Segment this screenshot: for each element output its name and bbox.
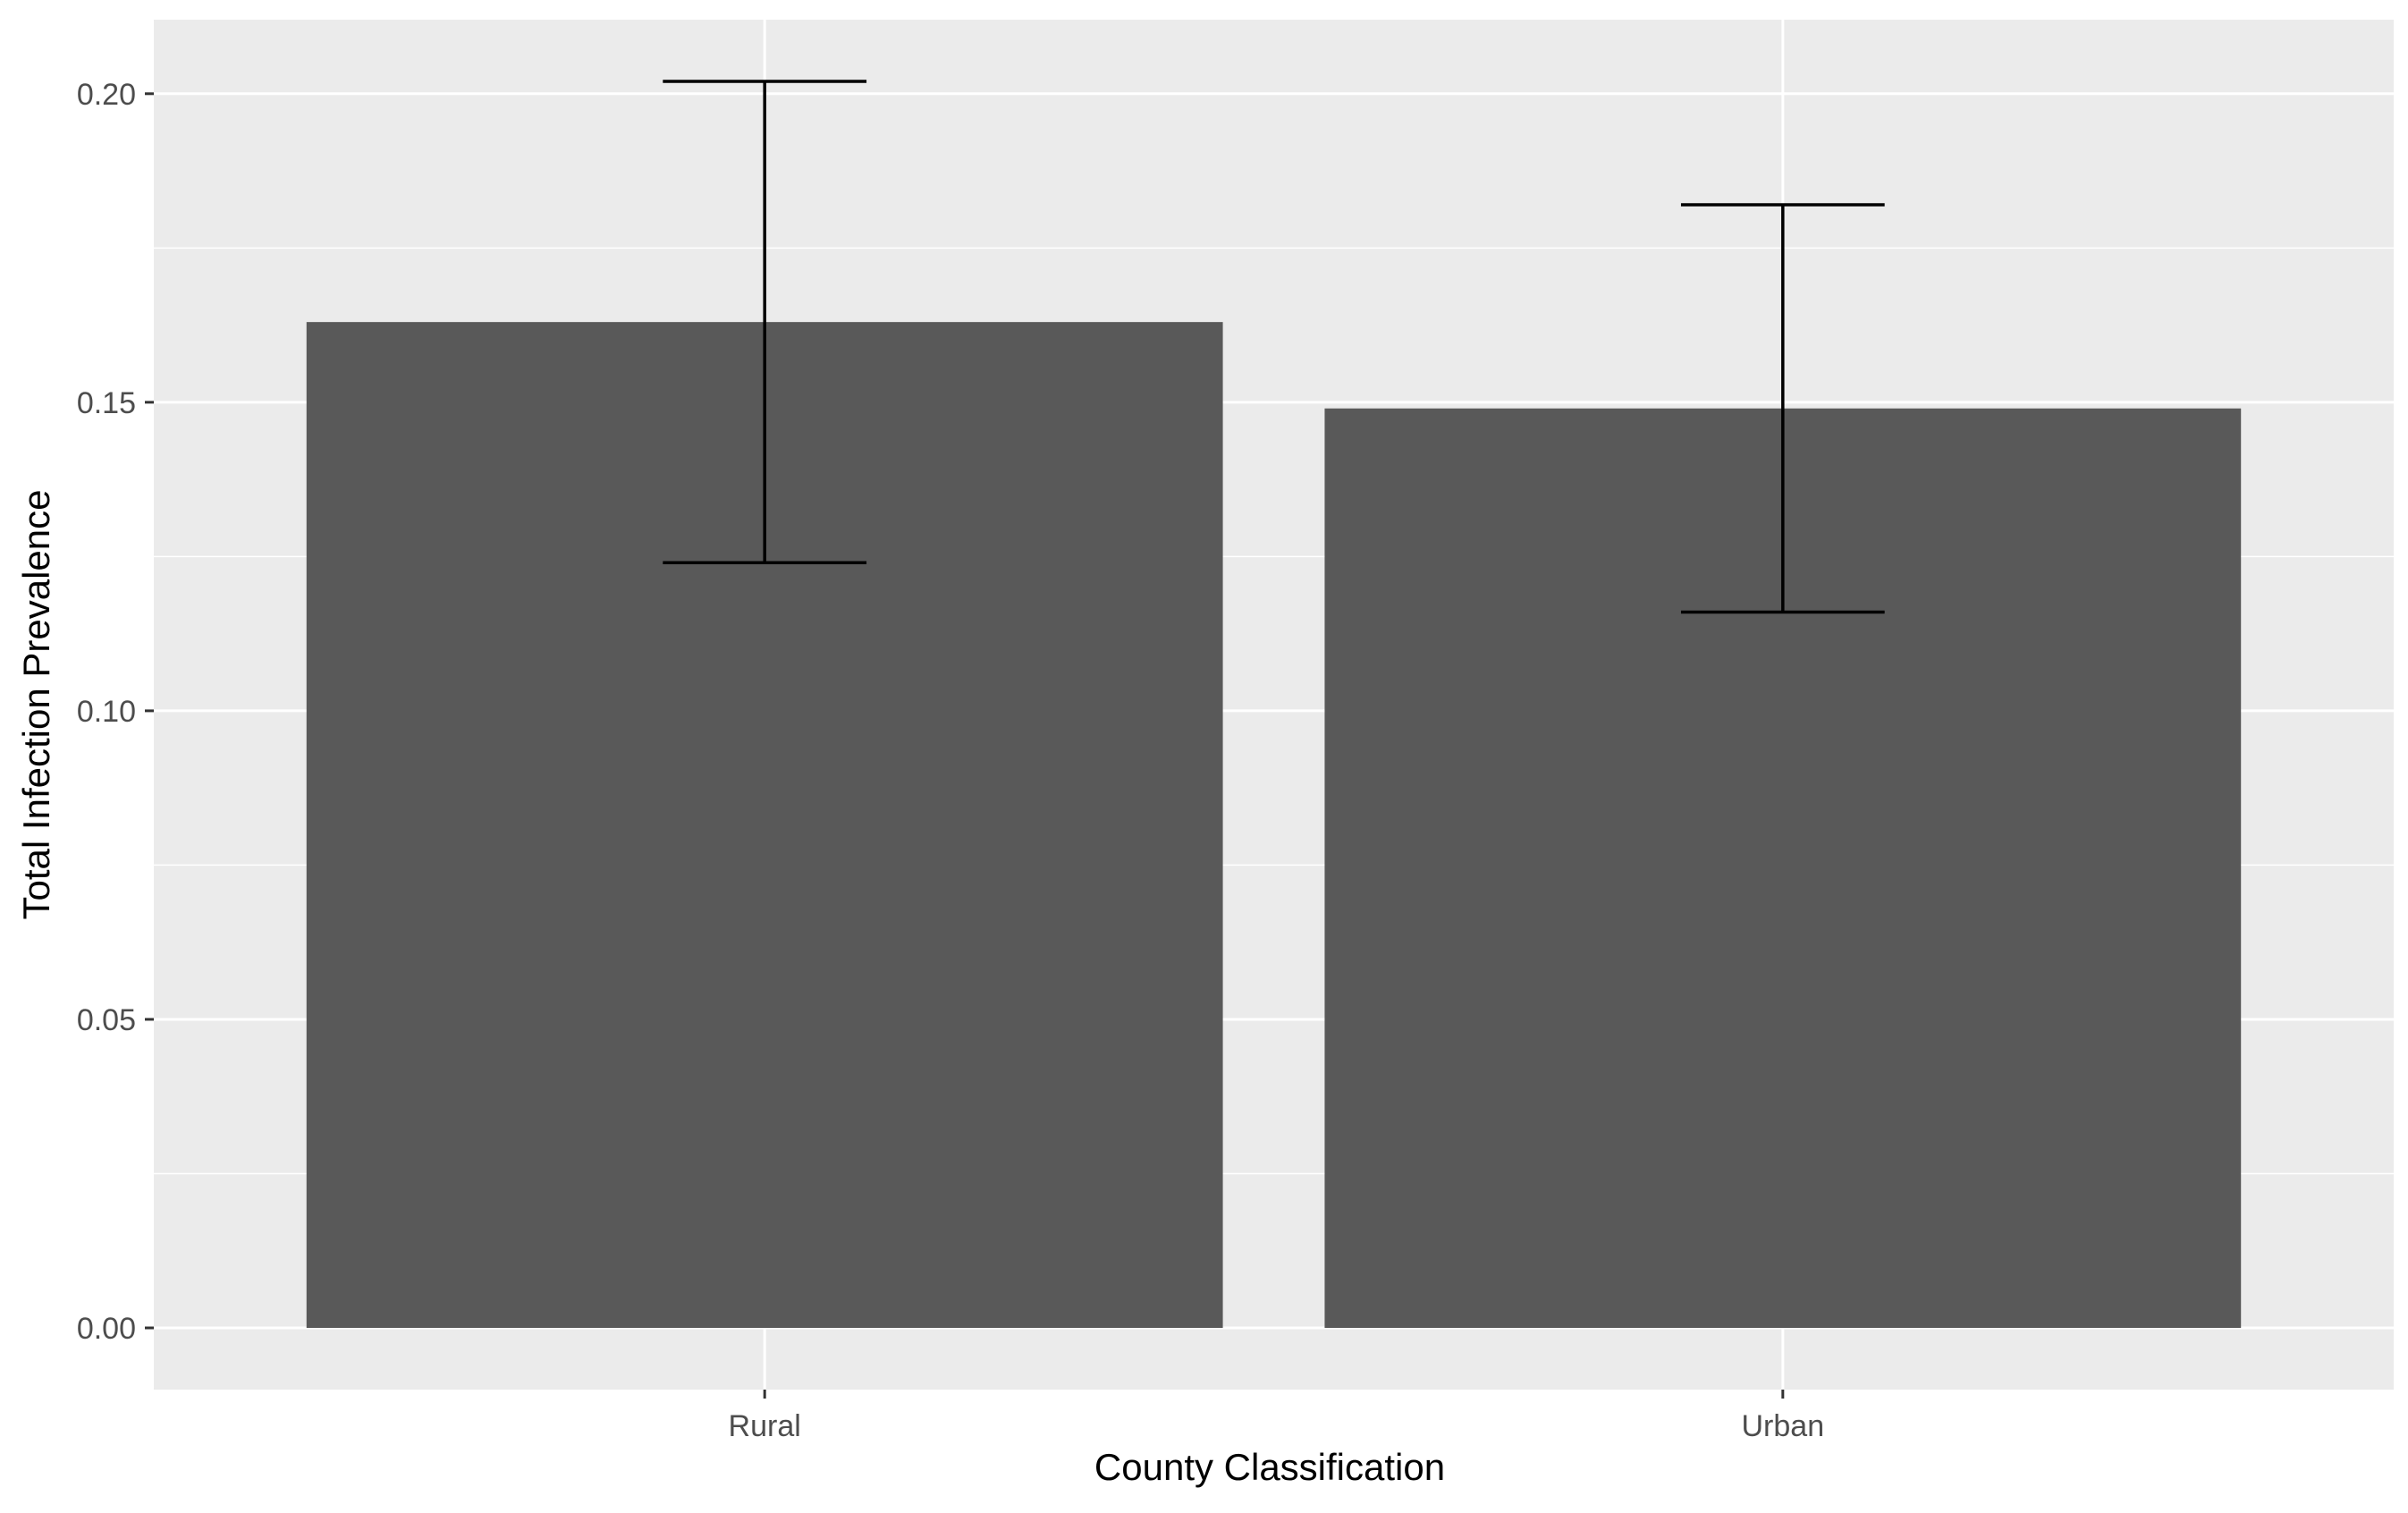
x-axis: Rural Urban (729, 1390, 1825, 1443)
y-axis-title: Total Infection Prevalence (15, 490, 57, 920)
x-axis-title: County Classification (1094, 1446, 1445, 1488)
x-tick-label-rural: Rural (729, 1409, 801, 1443)
y-tick-label: 0.20 (77, 78, 136, 112)
y-tick-label: 0.15 (77, 386, 136, 420)
y-axis: 0.00 0.05 0.10 0.15 0.20 (77, 78, 154, 1346)
y-tick-label: 0.05 (77, 1003, 136, 1037)
x-tick-label-urban: Urban (1742, 1409, 1825, 1443)
y-tick-label: 0.00 (77, 1312, 136, 1346)
y-tick-label: 0.10 (77, 695, 136, 729)
